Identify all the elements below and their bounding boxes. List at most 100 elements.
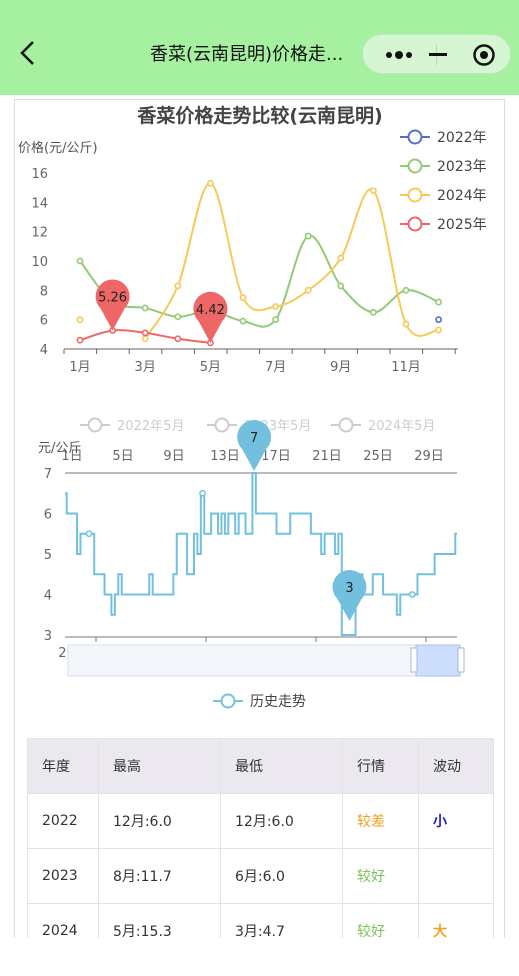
top-legend-marker [214, 417, 230, 433]
legend-marker [407, 187, 423, 203]
bottom-fade [0, 938, 519, 976]
data-point [76, 316, 84, 324]
y-tick-label: 3 [44, 629, 52, 644]
legend-marker [407, 216, 423, 232]
data-point [272, 303, 279, 310]
table-header-row: 年度 最高 最低 行情 波动 [27, 738, 494, 794]
data-point [85, 530, 93, 538]
high-cell: 8月:11.7 [98, 848, 221, 904]
value-pin-shape [95, 279, 130, 331]
value-pin-label: 4.42 [196, 303, 225, 318]
top-tick-label: 29日 [414, 449, 444, 464]
volatility-cell: 小 [418, 793, 494, 849]
legend-label: 2025年 [437, 217, 487, 233]
zoom-slider-selection [415, 644, 461, 677]
y-tick-label: 7 [44, 467, 52, 482]
top-tick-label: 5日 [112, 449, 133, 464]
high-cell: 12月:6.0 [98, 793, 221, 849]
top-legend-marker [87, 417, 103, 433]
bottom-legend-marker [220, 693, 236, 709]
low-cell: 6月:6.0 [220, 848, 343, 904]
top-tick-label: 25日 [363, 449, 393, 464]
y-tick-label: 14 [31, 196, 48, 211]
top-tick-label: 21日 [312, 449, 342, 464]
legend-marker [407, 158, 423, 174]
year-cell: 2022 [27, 793, 99, 849]
table-header: 最高 [98, 738, 221, 794]
min-pin-label: 3 [345, 581, 353, 596]
y-tick-label: 16 [31, 167, 48, 182]
max-pin-shape [237, 419, 272, 471]
summary-table: 年度 最高 最低 行情 波动 2022 12月:6.0 12月:6.0 较差 小… [27, 738, 494, 959]
x-tick-label: 7月 [265, 360, 286, 375]
history-line [65, 472, 457, 636]
data-point [141, 304, 149, 312]
more-dots-icon[interactable] [377, 35, 421, 75]
top-tick-label: 17日 [261, 449, 291, 464]
table-header: 行情 [342, 738, 419, 794]
zoom-handle-left [410, 647, 418, 673]
top-legend-marker [338, 417, 354, 433]
y-tick-label: 10 [31, 255, 48, 270]
y-tick-label: 8 [40, 284, 48, 299]
data-point [206, 179, 214, 187]
data-point [174, 335, 182, 343]
low-cell: 12月:6.0 [220, 793, 343, 849]
data-point [239, 294, 247, 302]
value-pin: 4.42 [193, 291, 228, 343]
data-point [408, 591, 416, 598]
y-axis-label: 价格(元/公斤) [18, 140, 98, 156]
data-point [76, 257, 84, 265]
zoom-handle-right [457, 647, 465, 673]
mini-program-capsule [362, 34, 511, 74]
table-row: 2023 8月:11.7 6月:6.0 较好 [27, 848, 494, 904]
data-point [174, 282, 182, 290]
min-pin-shape [332, 569, 367, 621]
value-pin-shape [193, 291, 228, 343]
top-tick-label: 9日 [163, 449, 184, 464]
navigation-bar: 香菜(云南昆明)价格走... [0, 0, 519, 95]
table-header: 最低 [220, 738, 343, 794]
y-tick-label: 4 [40, 343, 48, 358]
trend-cell: 较好 [342, 848, 419, 904]
data-point [337, 254, 345, 262]
y-tick-label: 6 [40, 314, 48, 329]
x-tick-label: 9月 [330, 360, 351, 375]
data-point [199, 489, 206, 497]
y-tick-label: 5 [44, 548, 52, 563]
data-point [435, 326, 442, 334]
value-pin-label: 5.26 [98, 291, 127, 306]
target-close-icon[interactable] [467, 35, 507, 75]
top-legend-label: 2022年5月 [117, 419, 184, 434]
data-point [435, 316, 442, 324]
data-point [304, 286, 312, 294]
data-point [304, 232, 312, 240]
table-header: 年度 [27, 738, 99, 794]
max-pin-label: 7 [250, 431, 258, 446]
data-point [174, 313, 182, 321]
bottom-legend-label: 历史走势 [250, 694, 306, 710]
max-pin: 7 [237, 419, 272, 471]
data-point [402, 286, 410, 294]
legend-marker [407, 129, 423, 145]
top-tick-label: 1日 [61, 449, 82, 464]
data-point [239, 317, 247, 325]
table-header: 波动 [418, 738, 494, 794]
x-tick-label: 11月 [391, 360, 421, 375]
zoom-slider-track [67, 644, 461, 677]
back-chevron-icon[interactable] [16, 39, 40, 67]
minimize-icon[interactable] [423, 35, 467, 75]
data-point [337, 282, 345, 290]
data-point [369, 308, 377, 316]
y-axis-label: 元/公斤 [38, 441, 81, 456]
legend-label: 2024年 [437, 188, 487, 204]
legend-label: 2023年 [437, 159, 487, 175]
y-tick-label: 6 [44, 508, 52, 523]
value-pin: 5.26 [95, 279, 130, 331]
x-tick-label: 3月 [135, 360, 156, 375]
top-tick-label: 13日 [210, 449, 240, 464]
table-row: 2022 12月:6.0 12月:6.0 较差 小 [27, 793, 494, 849]
legend-label: 2022年 [437, 130, 487, 146]
data-point [272, 316, 279, 324]
